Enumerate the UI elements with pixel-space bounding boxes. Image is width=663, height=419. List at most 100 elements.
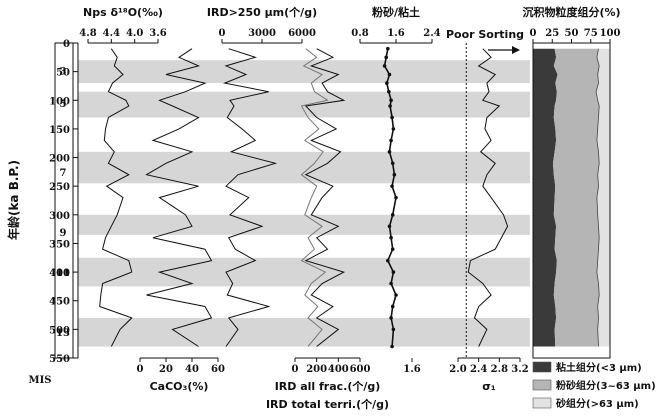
panel-0-series-0 <box>99 48 133 347</box>
mis-stage-5: 5 <box>60 99 67 110</box>
panel-4-bottom-tick-label-0: 1.6 <box>403 364 420 375</box>
y-tick-label-400: 400 <box>49 268 70 279</box>
legend-label-0: 粘土组分(<3 μm) <box>556 361 642 374</box>
panel-4-top-tick-label-2: 2.4 <box>423 28 440 39</box>
panel-5-series-0 <box>467 48 509 347</box>
mis-stage-11: 11 <box>56 268 70 279</box>
ratio-point-7 <box>388 104 392 108</box>
mis-stage-9: 9 <box>60 228 67 239</box>
panel-6-top-tick-label-3: 75 <box>584 28 598 39</box>
panel-3-bottom-label: IRD all frac.(个/g) <box>275 379 381 393</box>
y-tick-label-150: 150 <box>49 125 70 136</box>
glacial-band-5 <box>78 317 530 347</box>
glacial-band-3 <box>78 214 530 235</box>
panel-1-series-0 <box>145 48 213 347</box>
glacial-band-1 <box>78 91 530 118</box>
clay-area <box>533 48 558 347</box>
panel-2-top-tick-label-1: 3000 <box>248 28 276 39</box>
glacial-band-2 <box>78 151 530 184</box>
panel-0-top-tick-label-2: 4.0 <box>126 28 143 39</box>
panel-0-top-tick-label-1: 4.4 <box>103 28 120 39</box>
panel-2-top-tick-label-0: 0 <box>219 28 226 39</box>
silt-area <box>553 48 600 347</box>
ratio-point-21 <box>391 270 396 274</box>
mis-stage-3: 3 <box>60 66 67 77</box>
panel-5-bottom-tick-label-2: 2.8 <box>491 364 508 375</box>
panel-4-top-tick-label-0: 0.8 <box>351 28 368 39</box>
y-tick-label-0: 0 <box>63 39 70 50</box>
panel-5-bottom-label: σ₁ <box>482 380 496 393</box>
ratio-point-27 <box>390 344 394 349</box>
panel-3-bottom-tick-label-1: 200 <box>306 364 327 375</box>
panel-1-bottom-label: CaCO₃(%) <box>150 380 209 393</box>
panel-3-bottom-tick-label-0: 0 <box>292 364 299 375</box>
panel-0-top-tick-label-3: 3.6 <box>149 28 166 39</box>
y-tick-label-550: 550 <box>49 354 70 365</box>
panel-6-top-tick-label-2: 50 <box>565 28 579 39</box>
panel-4-top-tick-label-1: 1.6 <box>387 28 404 39</box>
ratio-point-12 <box>390 161 395 166</box>
ratio-point-18 <box>389 235 393 240</box>
panel-0-top-label: Nps δ¹⁸O(‰) <box>83 6 163 19</box>
mis-stage-13: 13 <box>56 328 70 339</box>
ratio-point-15 <box>394 195 398 200</box>
ratio-point-4 <box>385 81 389 85</box>
ratio-point-6 <box>389 98 393 103</box>
glacial-band-0 <box>78 60 530 84</box>
ratio-point-19 <box>390 247 395 251</box>
legend-swatch-0 <box>532 361 552 373</box>
ratio-point-23 <box>394 293 398 297</box>
panel-6-top-label: 沉积物粒度组分(%) <box>522 5 620 19</box>
panel-2-series-0 <box>222 48 278 347</box>
ratio-point-17 <box>387 224 392 229</box>
y-tick-label-350: 350 <box>49 239 70 250</box>
panel-5-bottom-tick-label-1: 2.4 <box>470 364 487 375</box>
ratio-point-10 <box>389 138 393 143</box>
panel-0-top-tick-label-0: 4.8 <box>79 28 96 39</box>
ratio-point-22 <box>389 281 393 286</box>
ratio-point-1 <box>384 55 388 60</box>
y-tick-label-300: 300 <box>49 211 70 222</box>
legend-label-2: 砂组分(>63 μm) <box>555 397 639 410</box>
ratio-point-20 <box>386 258 390 263</box>
glacial-band-4 <box>78 257 530 287</box>
panel-6-top-tick-label-1: 25 <box>545 28 559 39</box>
ratio-point-14 <box>390 184 394 188</box>
y-tick-label-450: 450 <box>49 297 70 308</box>
panel-6-top-tick-label-0: 0 <box>530 28 537 39</box>
ratio-point-11 <box>387 150 392 154</box>
panel-3-series-1 <box>300 48 329 347</box>
panel-1-bottom-tick-label-0: 0 <box>137 364 144 375</box>
y-tick-label-500: 500 <box>49 325 70 336</box>
ratio-point-8 <box>390 115 394 120</box>
y-tick-label-200: 200 <box>49 154 70 165</box>
legend-label-1: 粉砂组分(3~63 μm) <box>556 379 656 392</box>
mis-column <box>54 42 74 359</box>
y-tick-label-50: 50 <box>56 68 70 79</box>
sand-area <box>596 48 610 347</box>
panel-3-bottom-tick-label-2: 400 <box>328 364 349 375</box>
panel-4-series-0 <box>383 48 397 347</box>
ratio-point-13 <box>392 172 397 177</box>
panel-3-bottom-label-2: IRD total terri.(个/g) <box>266 397 389 411</box>
panel-2-top-label: IRD>250 μm(个/g) <box>207 5 317 19</box>
panel-5-bottom-tick-label-3: 3.2 <box>511 364 528 375</box>
poor-sorting-arrow-head <box>512 46 520 54</box>
ratio-point-16 <box>390 213 395 217</box>
silt-boundary-line <box>595 48 600 347</box>
mis-stage-7: 7 <box>60 168 67 179</box>
ratio-point-5 <box>387 89 391 94</box>
panel-1-bottom-tick-label-3: 60 <box>211 364 225 375</box>
panel-3-bottom-tick-label-3: 600 <box>350 364 371 375</box>
legend-swatch-1 <box>532 379 552 391</box>
y-axis-label: 年龄(ka B.P.) <box>6 160 21 240</box>
mis-label: MIS <box>29 375 52 386</box>
ratio-point-0 <box>386 46 390 51</box>
ratio-point-9 <box>391 127 396 131</box>
panel-3-series-0 <box>304 48 346 347</box>
panel-5-bottom-tick-label-0: 2.0 <box>449 364 466 375</box>
ratio-point-26 <box>391 327 396 332</box>
legend-swatch-2 <box>532 397 552 409</box>
panel-1-bottom-tick-label-1: 20 <box>159 364 173 375</box>
ratio-point-2 <box>382 64 387 68</box>
